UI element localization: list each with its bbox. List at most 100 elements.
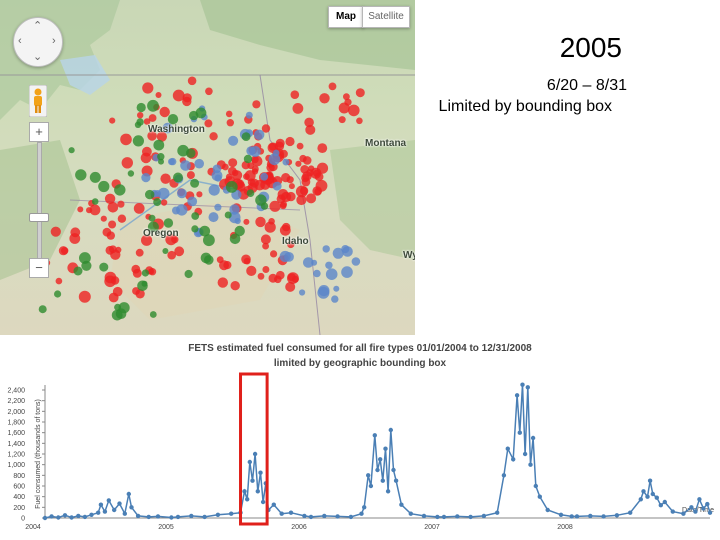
zoom-in-button[interactable]: + (29, 122, 49, 142)
data-point (112, 507, 117, 513)
pan-down-icon[interactable]: ⌄ (33, 51, 43, 63)
zoom-slider-track[interactable] (37, 142, 42, 266)
fire-dot (114, 184, 126, 196)
fire-dot (89, 204, 101, 216)
fire-dot (225, 181, 238, 193)
fire-dot (143, 118, 151, 125)
pan-control[interactable]: ⌃ ⌄ ‹ › (13, 17, 63, 67)
fire-dot (279, 224, 291, 236)
data-point (421, 513, 427, 519)
data-point (701, 506, 706, 511)
fire-dot (104, 275, 116, 288)
zoom-control[interactable]: + − (29, 122, 49, 278)
fire-dot (147, 99, 159, 112)
fire-dot (252, 168, 259, 175)
x-tick-label: 2005 (158, 524, 174, 531)
y-tick-label: 400 (13, 494, 25, 501)
pan-right-icon[interactable]: › (52, 35, 56, 47)
data-point (82, 514, 88, 520)
data-point (517, 430, 522, 435)
data-point (69, 515, 74, 520)
data-point (258, 470, 263, 475)
fire-dot (194, 158, 204, 169)
data-point (495, 510, 500, 515)
data-point (155, 514, 161, 519)
street-view-pegman-icon[interactable] (29, 85, 47, 117)
data-point (56, 515, 61, 520)
fire-dot (176, 204, 188, 216)
fire-dot (141, 280, 148, 287)
data-point (348, 514, 354, 520)
data-point (229, 511, 234, 516)
year-heading: 2005 (559, 32, 622, 63)
fire-dot (159, 106, 170, 118)
fire-dot (134, 121, 142, 128)
fire-dot (254, 129, 265, 140)
fire-dot (147, 221, 159, 233)
data-point (662, 499, 667, 505)
fire-dot (177, 188, 187, 199)
data-point (697, 497, 702, 502)
fire-dot (208, 184, 220, 196)
map-view-button[interactable]: Map (328, 6, 364, 28)
data-point (250, 478, 255, 483)
fire-dot (155, 92, 162, 98)
data-point (302, 513, 307, 519)
fire-dot (106, 231, 116, 240)
fire-map[interactable]: Washington Montana Oregon Idaho Wy Map S… (0, 0, 415, 335)
label-washington: Washington (148, 124, 205, 135)
fire-dot (282, 158, 290, 166)
label-wyoming: Wy (403, 250, 415, 261)
fire-dot (348, 104, 360, 117)
fire-dot (163, 218, 174, 228)
pan-left-icon[interactable]: ‹ (18, 35, 22, 47)
fire-dot (331, 295, 339, 303)
fire-dot (241, 132, 251, 142)
fire-dot (269, 200, 281, 212)
zoom-out-button[interactable]: − (29, 258, 49, 278)
fire-dot (68, 147, 75, 154)
fire-dot (313, 169, 320, 177)
fire-dot (328, 82, 337, 91)
fire-dot (272, 149, 280, 157)
data-point (574, 514, 580, 519)
fire-dot (196, 191, 203, 198)
x-tick-label: 2006 (291, 524, 307, 531)
fire-dot (109, 117, 116, 124)
fire-dot (272, 181, 282, 191)
data-point (62, 513, 68, 518)
satellite-view-button[interactable]: Satellite (362, 6, 410, 28)
pan-up-icon[interactable]: ⌃ (33, 20, 43, 32)
fire-dot (107, 202, 119, 213)
fire-dot (313, 269, 321, 278)
fire-dot (153, 139, 165, 151)
fire-dot (252, 100, 261, 109)
fire-dot (167, 114, 179, 125)
fire-dot (304, 117, 314, 128)
data-point (146, 514, 151, 520)
fire-dot (117, 200, 125, 208)
data-point (569, 514, 574, 519)
data-point (393, 478, 399, 483)
fire-dot (219, 260, 229, 271)
data-point (705, 501, 710, 507)
data-point (308, 514, 314, 520)
fire-dot (132, 268, 142, 278)
fire-dot (284, 252, 294, 262)
fire-dot (332, 247, 344, 259)
fire-dot (262, 266, 270, 273)
data-point (545, 507, 550, 513)
fire-dot (69, 233, 81, 244)
fire-dot (148, 268, 155, 275)
data-point (242, 489, 247, 494)
fire-dot (268, 273, 278, 283)
data-point (129, 505, 134, 510)
zoom-slider-thumb[interactable] (29, 213, 49, 222)
fire-dot (217, 277, 228, 288)
data-point (658, 503, 663, 508)
fire-dot (333, 285, 340, 292)
data-point (522, 451, 528, 457)
data-point (380, 478, 385, 483)
fire-dot (296, 142, 304, 150)
data-point (202, 514, 207, 520)
